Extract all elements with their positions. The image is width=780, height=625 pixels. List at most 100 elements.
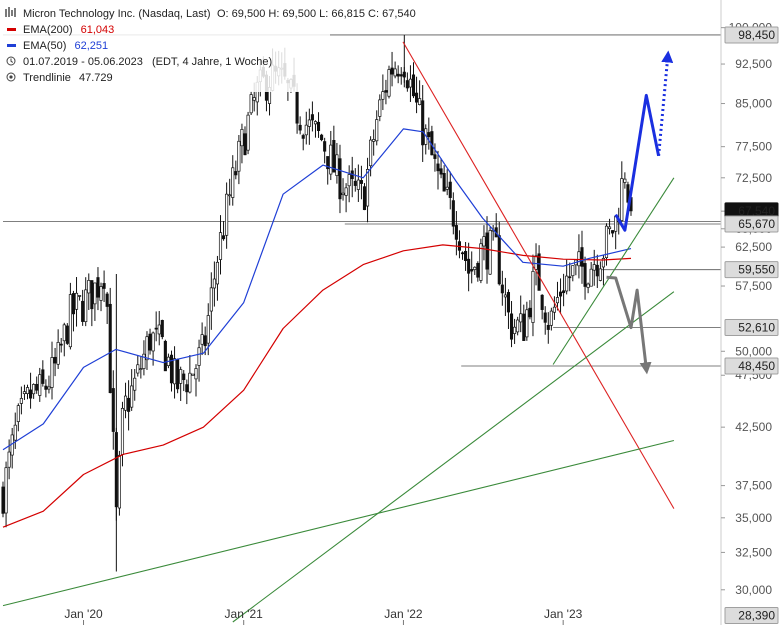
candle-body (44, 385, 48, 390)
candle-body (381, 91, 385, 100)
candle-body (218, 232, 223, 260)
candle-body (130, 385, 134, 408)
candle-body (298, 124, 302, 131)
candle-body (439, 168, 443, 175)
candle-body (482, 236, 486, 247)
candle-body (537, 253, 541, 291)
candle-body (62, 324, 66, 342)
candle-body (546, 324, 550, 330)
candle-body (29, 389, 33, 399)
candle-body (25, 387, 30, 394)
candle-body (120, 407, 125, 455)
price-box-label: 59,550 (738, 263, 775, 277)
candle-body (313, 121, 318, 125)
price-box-label: 65,670 (738, 217, 775, 231)
svg-text:Trendlinie 47.729: Trendlinie 47.729 (23, 72, 113, 84)
candle-body (540, 294, 544, 310)
candle-body (601, 258, 605, 268)
y-tick-label: 85,000 (735, 97, 772, 111)
candle-body (341, 192, 345, 196)
y-tick-label: 37,500 (735, 479, 772, 493)
candle-body (604, 225, 609, 259)
trendline (552, 177, 675, 365)
svg-text:01.07.2019 - 05.06.2023: 01.07.2019 - 05.06.2023 (EDT, 4 Jahre, 1… (23, 56, 272, 68)
time-axis: Jan '20 Jan '21 Jan '22 Jan '23 (64, 607, 583, 625)
candle-body (4, 467, 8, 514)
candle-body (485, 232, 489, 270)
candle-body (516, 319, 520, 333)
candle-body (163, 340, 167, 372)
legend-period: (EDT, 4 Jahre, 1 Woche) (152, 56, 272, 68)
y-tick-label: 50,000 (735, 344, 772, 358)
candle-body (237, 140, 241, 172)
candle-body (580, 247, 584, 267)
candle-body (304, 124, 308, 136)
candle-body (451, 200, 455, 227)
candle-body (433, 154, 437, 159)
candle-body (356, 179, 360, 190)
candle-body (173, 358, 177, 385)
candle-body (35, 383, 39, 391)
candle-body (209, 287, 213, 312)
candle-body (497, 235, 501, 285)
price-box-label: 67,540 (738, 204, 775, 218)
candle-body (347, 174, 351, 187)
candle-body (568, 276, 572, 279)
moving-averages (2, 128, 632, 528)
candle-body (586, 283, 590, 288)
candle-body (427, 132, 431, 138)
candle-body (369, 139, 373, 167)
ema200-line (2, 244, 632, 528)
candle-body (528, 307, 532, 318)
candle-body (323, 141, 327, 152)
trendline-label: Trendlinie (23, 72, 71, 84)
candle-body (464, 250, 468, 261)
candle-body (102, 283, 106, 289)
candle-body (589, 268, 593, 287)
candle-body (384, 90, 388, 93)
price-box-label: 48,450 (738, 359, 775, 373)
candle-body (562, 290, 566, 294)
trendlines (2, 41, 675, 623)
candle-body (316, 121, 321, 131)
candle-body (577, 251, 581, 267)
candle-body (301, 135, 305, 139)
candle-body (22, 391, 26, 395)
candle-body (203, 335, 207, 347)
candle-body (329, 144, 333, 175)
candle-body (225, 193, 229, 236)
candle-body (359, 180, 363, 184)
ema200-label: EMA(200) (23, 24, 73, 36)
candle-body (408, 78, 412, 88)
candle-body (93, 282, 97, 305)
candle-body (96, 277, 100, 298)
legend-title: Micron Technology Inc. (Nasdaq, Last) (23, 8, 211, 20)
candle-body (555, 297, 560, 304)
price-box (724, 261, 779, 279)
candle-body (53, 356, 57, 364)
candle-body (222, 235, 226, 240)
candle-body (108, 303, 112, 394)
candle-body (68, 294, 72, 348)
candle-body (405, 80, 409, 89)
price-box (724, 607, 779, 625)
candle-body (206, 315, 210, 344)
bullish-scenario-dotted-arrow (657, 50, 674, 156)
chart-legend: Micron Technology Inc. (Nasdaq, Last) O:… (0, 0, 416, 92)
legend-date-range: 01.07.2019 - 05.06.2023 (23, 56, 143, 68)
candle-body (592, 264, 596, 271)
candle-body (442, 172, 446, 192)
candle-body (191, 373, 195, 376)
candle-body (399, 74, 403, 77)
candle-body (157, 324, 161, 335)
candle-body (38, 374, 42, 396)
ema50-value: 62,251 (74, 40, 108, 52)
candle-body (56, 342, 60, 365)
candle-body (583, 263, 587, 287)
candle-body (243, 133, 247, 156)
candle-body (139, 368, 143, 370)
y-tick-label: 62,500 (735, 240, 772, 254)
candle-body (503, 294, 507, 298)
candle-body (16, 405, 20, 422)
